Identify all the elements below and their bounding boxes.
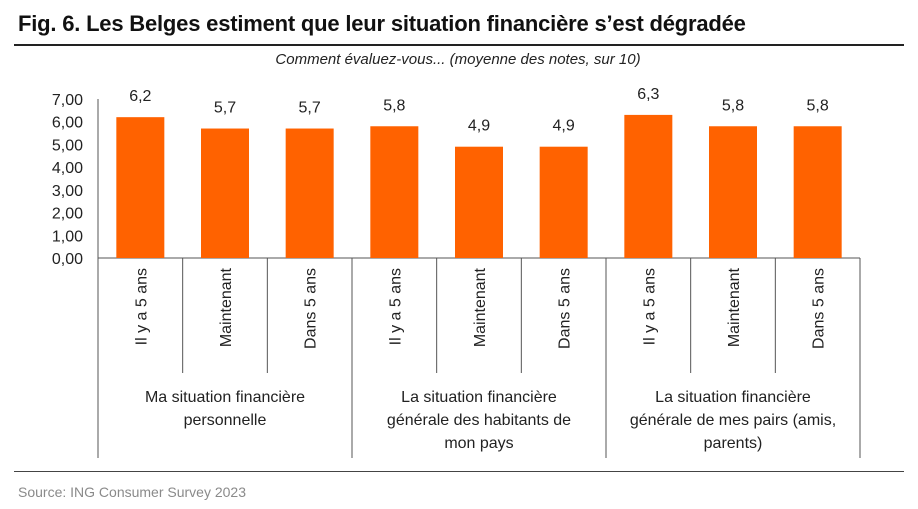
bar: [539, 146, 588, 258]
group-label: Ma situation financière: [145, 389, 305, 406]
data-label: 4,9: [468, 118, 490, 135]
y-tick-label: 7,00: [52, 92, 83, 109]
source-rule: [14, 471, 904, 472]
y-tick-label: 3,00: [52, 183, 83, 200]
y-tick-label: 0,00: [52, 251, 83, 268]
bar: [201, 128, 249, 258]
category-label: Il y a 5 ans: [641, 268, 658, 345]
data-label: 5,8: [807, 97, 829, 114]
source-note: Source: ING Consumer Survey 2023: [18, 484, 246, 500]
category-label: Maintenant: [218, 267, 235, 347]
category-label: Il y a 5 ans: [133, 268, 150, 345]
category-label: Dans 5 ans: [811, 268, 828, 349]
y-tick-label: 4,00: [52, 160, 83, 177]
group-label: La situation financière: [655, 389, 811, 406]
category-label: Dans 5 ans: [557, 268, 574, 349]
y-tick-label: 1,00: [52, 228, 83, 245]
data-label: 6,2: [129, 88, 151, 105]
data-label: 5,8: [722, 97, 744, 114]
chart-title: Fig. 6. Les Belges estiment que leur sit…: [18, 11, 746, 36]
bar: [709, 126, 757, 258]
data-label: 5,7: [214, 100, 236, 117]
group-label: générale de mes pairs (amis,: [630, 412, 836, 429]
group-label: personnelle: [184, 412, 267, 429]
bar: [793, 126, 842, 258]
category-label: Il y a 5 ans: [387, 268, 404, 345]
category-label: Maintenant: [726, 267, 743, 347]
bar: [370, 126, 419, 258]
chart-subtitle: Comment évaluez-vous... (moyenne des not…: [275, 51, 640, 68]
title-rule: [14, 44, 904, 46]
data-label: 4,9: [553, 118, 575, 135]
group-label: générale des habitants de: [387, 412, 571, 429]
y-tick-label: 5,00: [52, 137, 83, 154]
group-label: mon pays: [444, 435, 513, 452]
bar: [455, 146, 503, 258]
group-label: parents): [704, 435, 763, 452]
data-label: 5,8: [383, 97, 405, 114]
data-label: 5,7: [299, 100, 321, 117]
category-label: Dans 5 ans: [303, 268, 320, 349]
bar: [116, 117, 165, 259]
data-label: 6,3: [637, 86, 659, 103]
category-label: Maintenant: [472, 267, 489, 347]
y-tick-label: 6,00: [52, 115, 83, 132]
bar: [624, 114, 673, 259]
group-label: La situation financière: [401, 389, 557, 406]
y-tick-label: 2,00: [52, 206, 83, 223]
bar: [285, 128, 334, 258]
